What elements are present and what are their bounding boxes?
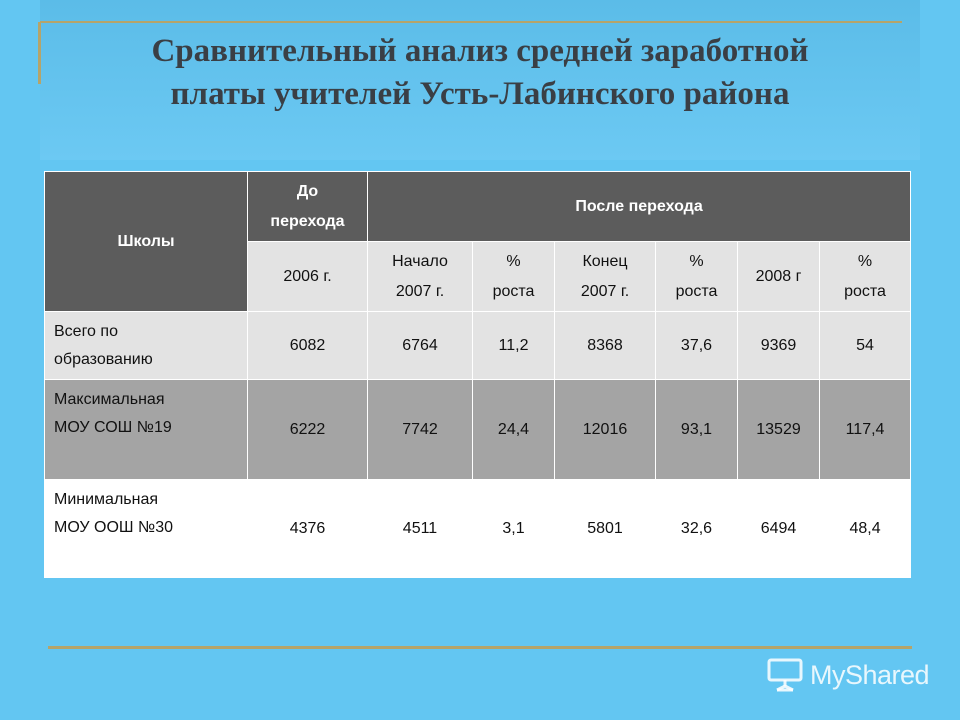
subheader-line2: роста <box>492 282 535 300</box>
row-name-line: Максимальная <box>54 391 165 408</box>
header-before-line2: перехода <box>270 212 345 230</box>
subheader-cell: % роста <box>655 241 738 312</box>
presentation-screen-icon <box>767 658 803 692</box>
value-cell: 5801 <box>554 479 656 578</box>
subheader-cell: 2006 г. <box>247 241 368 312</box>
value-cell: 32,6 <box>655 479 738 578</box>
row-name-line: МОУ СОШ №19 <box>54 419 172 436</box>
subheader-line1: % <box>506 252 521 270</box>
subheader-line1: Конец <box>582 252 628 270</box>
row-name-line: Минимальная <box>54 491 159 508</box>
header-before-transition: До перехода <box>247 171 368 242</box>
slide-title-line2: платы учителей Усть-Лабинского района <box>170 76 790 112</box>
value-cell: 93,1 <box>655 379 738 480</box>
subheader-cell: Начало 2007 г. <box>367 241 473 312</box>
value-cell: 11,2 <box>472 311 555 380</box>
table-row: Максимальная МОУ СОШ №19 6222 7742 24,4 12016… <box>44 379 912 480</box>
row-name-cell: Минимальная МОУ ООШ №30 <box>44 479 248 578</box>
table-row: Минимальная МОУ ООШ №30 4376 4511 3,1 5801 32,… <box>44 479 912 578</box>
header-row: Школы До перехода После перехода <box>44 171 912 312</box>
subheader-cell: Конец 2007 г. <box>554 241 656 312</box>
decorative-bottom-line <box>48 646 912 649</box>
subheader-line2: роста <box>675 282 718 300</box>
row-name-cell: Всего по образованию <box>44 311 248 380</box>
subheader-line1: 2008 г <box>755 267 802 285</box>
subheader-line2: роста <box>844 282 886 300</box>
value-cell: 117,4 <box>818 379 912 480</box>
subheader-row: 2006 г. Начало 2007 г.% роста Конец 2007 г.% р… <box>45 241 912 312</box>
row-name-cell: Максимальная МОУ СОШ №19 <box>44 379 248 480</box>
subheader-line1: % <box>689 252 704 270</box>
value-cell: 7742 <box>367 379 473 480</box>
slide-title: Сравнительный анализ средней заработной … <box>60 30 900 116</box>
value-cell: 54 <box>818 311 912 380</box>
header-after-transition: После перехода <box>366 171 912 242</box>
slide-title-line1: Сравнительный анализ средней заработной <box>151 33 809 69</box>
value-cell: 37,6 <box>655 311 738 380</box>
row-name-line: МОУ ООШ №30 <box>54 519 173 536</box>
subheader-line1: Начало <box>392 252 448 270</box>
value-cell: 6764 <box>367 311 473 380</box>
subheader-line2: 2007 г. <box>395 282 445 300</box>
row-name-line: Всего по <box>54 323 118 340</box>
watermark-logo: MyShared <box>766 655 930 695</box>
decorative-vertical-line <box>38 22 41 84</box>
value-cell: 3,1 <box>472 479 555 578</box>
salary-comparison-table: Школы До перехода После перехода 2006 г.… <box>44 171 912 578</box>
value-cell: 4511 <box>367 479 473 578</box>
subheader-cell: % роста <box>472 241 555 312</box>
value-cell: 8368 <box>554 311 656 380</box>
value-cell: 13529 <box>737 379 820 480</box>
value-cell: 24,4 <box>472 379 555 480</box>
value-cell: 6082 <box>247 311 368 380</box>
row-name-line: образованию <box>54 351 153 368</box>
table-row: Всего по образованию 6082 6764 11,2 8368 37,6 9… <box>44 311 912 380</box>
value-cell: 48,4 <box>818 479 912 578</box>
value-cell: 6222 <box>247 379 368 480</box>
value-cell: 4376 <box>247 479 368 578</box>
title-panel <box>40 0 920 160</box>
subheader-line1: 2006 г. <box>283 267 332 285</box>
value-cell: 12016 <box>554 379 656 480</box>
value-cell: 9369 <box>737 311 820 380</box>
subheader-line2: 2007 г. <box>580 282 630 300</box>
subheader-cell: 2008 г <box>737 241 820 312</box>
header-before-line1: До <box>296 182 319 200</box>
header-schools: Школы <box>44 171 248 312</box>
subheader-line1: % <box>857 252 873 270</box>
watermark-text: MyShared <box>810 659 930 690</box>
value-cell: 6494 <box>737 479 820 578</box>
subheader-cell: % роста <box>818 241 912 312</box>
decorative-top-line <box>40 21 902 23</box>
